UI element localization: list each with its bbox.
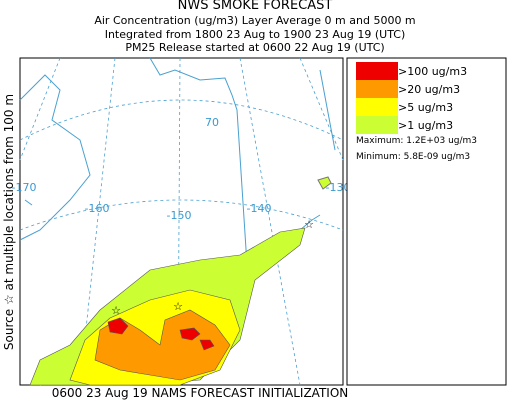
legend-swatch xyxy=(356,116,398,134)
legend: Maximum: 1.2E+03 ug/m3 Minimum: 5.8E-09 … xyxy=(346,57,507,386)
graticule-label: -160 xyxy=(85,202,110,215)
subtitle: PM25 Release started at 0600 22 Aug 19 (… xyxy=(125,41,384,54)
graticule-label: -170 xyxy=(12,181,37,194)
map: ☆ ☆ ☆ -170 -160 -150 -140 -130 70 xyxy=(12,57,351,386)
source-marker: ☆ xyxy=(111,304,121,317)
source-marker: ☆ xyxy=(304,218,314,231)
legend-label: >20 ug/m3 xyxy=(398,83,460,96)
footer: 0600 23 Aug 19 NAMS FORECAST INITIALIZAT… xyxy=(52,386,349,400)
subtitle: Integrated from 1800 23 Aug to 1900 23 A… xyxy=(105,28,406,41)
legend-swatch xyxy=(356,62,398,80)
graticule xyxy=(19,57,344,386)
smoke-patch xyxy=(317,176,332,190)
legend-label: >5 ug/m3 xyxy=(398,101,453,114)
legend-swatch xyxy=(356,80,398,98)
legend-label: >1 ug/m3 xyxy=(398,119,453,132)
graticule-label: -130 xyxy=(326,181,351,194)
title: NWS SMOKE FORECAST xyxy=(178,0,333,13)
smoke-area xyxy=(94,309,231,381)
minimum: Minimum: 5.8E-09 ug/m3 xyxy=(356,152,470,162)
graticule-label: -150 xyxy=(167,209,192,222)
smoke-core xyxy=(107,317,215,351)
subtitle: Air Concentration (ug/m3) Layer Average … xyxy=(94,14,415,27)
maximum: Maximum: 1.2E+03 ug/m3 xyxy=(356,136,477,146)
side-label: Source ☆ at multiple locations from 100 … xyxy=(2,94,16,350)
graticule-label: 70 xyxy=(205,116,219,129)
header: NWS SMOKE FORECAST Air Concentration (ug… xyxy=(94,0,415,54)
legend-label: >100 ug/m3 xyxy=(398,65,467,78)
source-marker: ☆ xyxy=(173,300,183,313)
graticule-label: -140 xyxy=(247,202,272,215)
legend-swatch xyxy=(356,98,398,116)
